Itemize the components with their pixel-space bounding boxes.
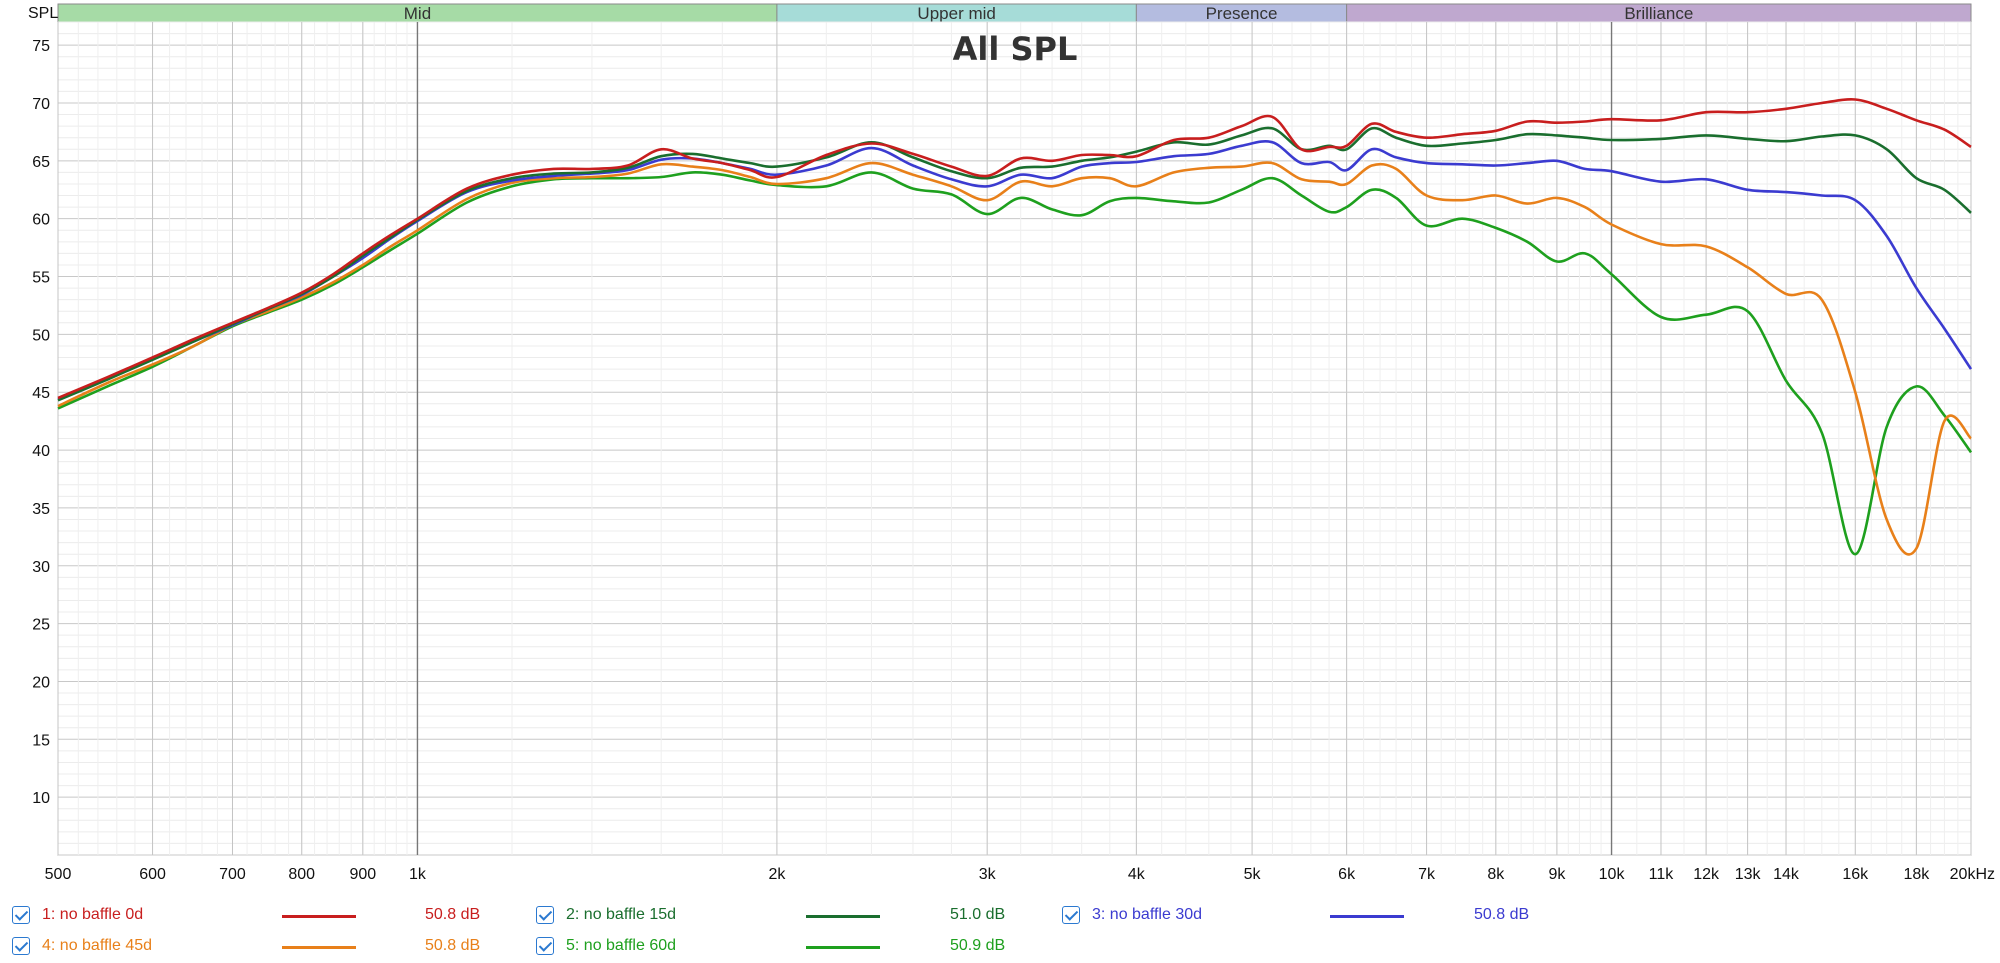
x-tick-label: 600 — [139, 866, 166, 883]
series-line-2 — [57, 126, 1972, 402]
y-tick-label: 10 — [32, 790, 50, 807]
x-tick-label: 800 — [288, 866, 315, 883]
y-tick-label: 60 — [32, 212, 50, 229]
x-tick-label: 13k — [1735, 866, 1762, 883]
x-tick-label: 18k — [1903, 866, 1930, 883]
legend-series-level: 50.8 dB — [425, 937, 481, 954]
legend-series-name: 2: no baffle 15d — [566, 906, 677, 923]
series-visibility-checkbox[interactable] — [1062, 906, 1080, 924]
x-tick-label: 3k — [979, 866, 997, 883]
y-tick-label: 40 — [32, 443, 50, 460]
band-label-3: Brilliance — [1624, 4, 1693, 23]
legend-item-3: 3: no baffle 30d 50.8 dB — [0, 903, 2000, 929]
legend-item-2: 2: no baffle 15d 51.0 dB — [0, 903, 2000, 929]
legend-item-1: 1: no baffle 0d 50.8 dB — [0, 903, 2000, 929]
frequency-bands: Mid Upper mid Presence Brilliance — [57, 3, 1972, 23]
x-tick-label: 900 — [349, 866, 376, 883]
x-tick-label: 14k — [1773, 866, 1800, 883]
x-tick-label: 5k — [1244, 866, 1262, 883]
y-tick-label: 45 — [32, 385, 50, 402]
x-tick-label: 2k — [768, 866, 786, 883]
legend-series-level: 50.8 dB — [1474, 906, 1530, 923]
y-tick-label: 20 — [32, 674, 50, 691]
x-tick-label: 12k — [1693, 866, 1720, 883]
legend-series-name: 4: no baffle 45d — [42, 937, 153, 954]
legend-series-name: 3: no baffle 30d — [1092, 906, 1203, 923]
legend-series-level: 50.9 dB — [950, 937, 1006, 954]
x-tick-label: 6k — [1338, 866, 1356, 883]
grid — [57, 21, 1972, 856]
band-label-0: Mid — [404, 4, 431, 23]
x-tick-label: 16k — [1842, 866, 1869, 883]
x-tick-label: 500 — [45, 866, 72, 883]
x-tick-label: 700 — [219, 866, 246, 883]
series-visibility-checkbox[interactable] — [536, 937, 554, 955]
x-tick-labels: 500 600 700 800 900 1k 2k 3k 4k 5k 6k 7k 8k 9k 10k 11k 1… — [45, 866, 1995, 883]
x-tick-label: 11k — [1649, 866, 1675, 883]
y-tick-label: 15 — [32, 732, 50, 749]
legend-series-name: 1: no baffle 0d — [42, 906, 144, 923]
legend-series-level: 51.0 dB — [950, 906, 1006, 923]
legend-item-5: 5: no baffle 60d 50.9 dB — [0, 934, 2000, 960]
y-tick-label: 50 — [32, 327, 50, 344]
y-axis-label: SPL — [28, 5, 58, 22]
x-tick-label: 4k — [1128, 866, 1146, 883]
x-tick-label: 7k — [1418, 866, 1436, 883]
band-label-2: Presence — [1206, 4, 1278, 23]
series-line-4 — [57, 161, 1972, 556]
legend-line-swatch — [282, 946, 356, 949]
series-visibility-checkbox[interactable] — [536, 906, 554, 924]
legend-item-4: 4: no baffle 45d 50.8 dB — [0, 934, 2000, 960]
y-tick-label: 35 — [32, 501, 50, 518]
series-visibility-checkbox[interactable] — [12, 937, 30, 955]
chart-title: All SPL — [953, 30, 1078, 68]
legend-line-swatch — [282, 915, 356, 918]
series-line-5 — [57, 171, 1973, 556]
y-tick-labels: 10 15 20 25 30 35 40 45 50 55 60 65 70 75 — [32, 38, 50, 807]
series-visibility-checkbox[interactable] — [12, 906, 30, 924]
legend-line-swatch — [1330, 915, 1404, 918]
band-label-1: Upper mid — [917, 4, 995, 23]
x-tick-label: 9k — [1548, 866, 1566, 883]
legend-line-swatch — [806, 946, 880, 949]
x-tick-label: 1k — [409, 866, 427, 883]
series-line-1 — [57, 98, 1972, 400]
x-tick-label: 20kHz — [1950, 866, 1995, 883]
y-tick-label: 75 — [32, 38, 50, 55]
legend-series-name: 5: no baffle 60d — [566, 937, 677, 954]
y-tick-label: 65 — [32, 154, 50, 171]
series-lines — [57, 98, 1973, 556]
x-tick-label: 8k — [1487, 866, 1505, 883]
y-tick-label: 70 — [32, 96, 50, 113]
y-tick-label: 55 — [32, 270, 50, 287]
y-tick-label: 25 — [32, 617, 50, 634]
x-tick-label: 10k — [1599, 866, 1626, 883]
legend-line-swatch — [806, 915, 880, 918]
legend-series-level: 50.8 dB — [425, 906, 481, 923]
y-tick-label: 30 — [32, 559, 50, 576]
